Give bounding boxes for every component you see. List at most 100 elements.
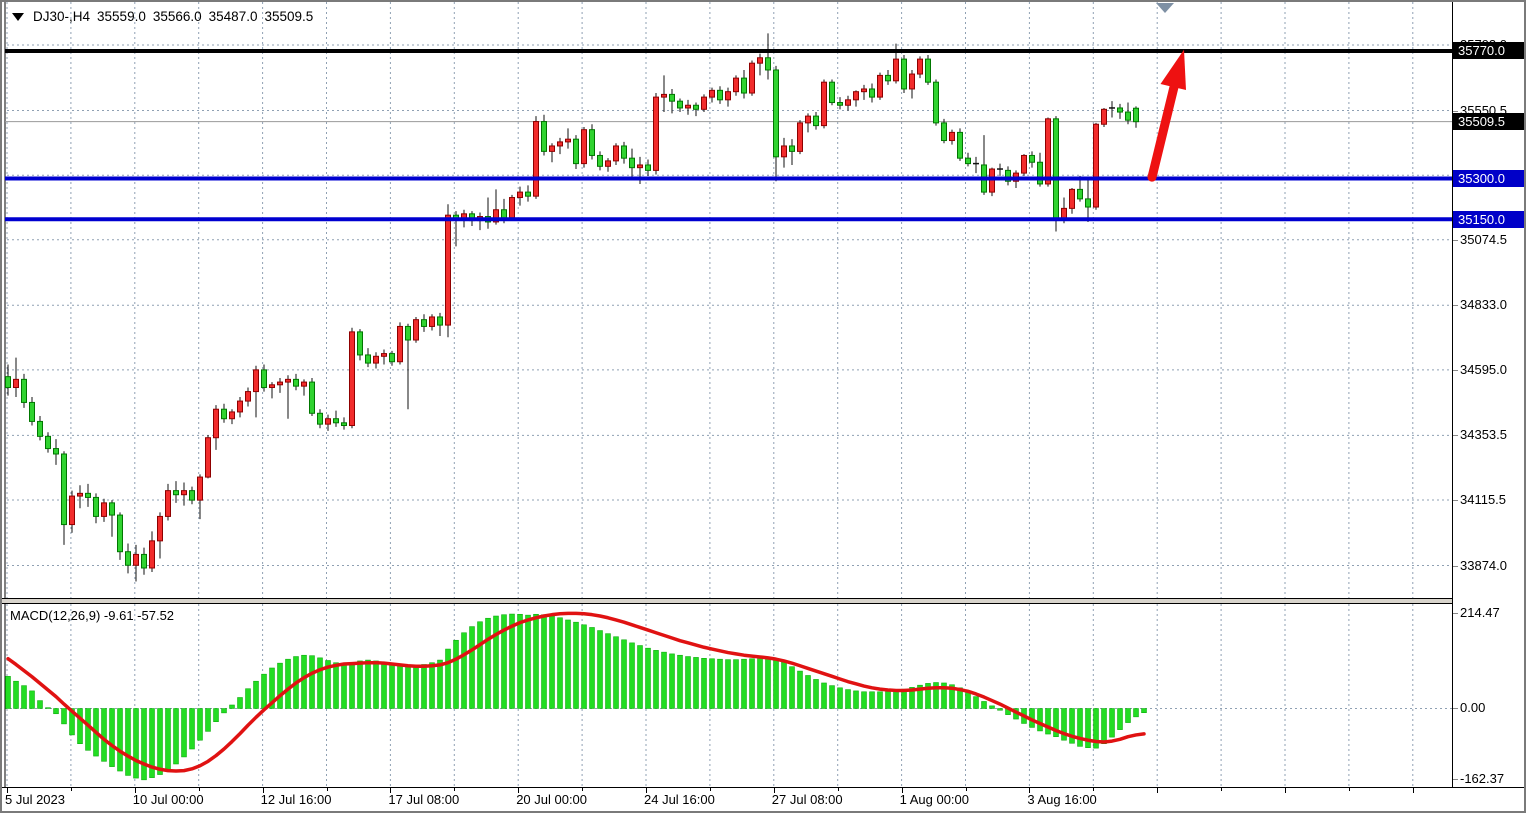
time-axis-label: 5 Jul 2023: [5, 792, 65, 807]
macd-tick-label: -162.37: [1460, 771, 1505, 787]
candle-body: [525, 191, 531, 197]
macd-histogram-bar: [517, 613, 523, 709]
candle-body: [1085, 198, 1091, 208]
candle-body: [533, 121, 539, 197]
macd-histogram-bar: [181, 708, 187, 758]
candle-body: [1069, 188, 1075, 209]
time-axis-tick: [901, 788, 903, 793]
candle-body: [325, 418, 331, 425]
macd-histogram-bar: [469, 626, 475, 709]
candle-body: [925, 58, 931, 83]
candle-body: [261, 369, 267, 389]
axis-tick: [1453, 110, 1458, 112]
macd-histogram-bar: [285, 658, 291, 709]
macd-histogram-bar: [685, 656, 691, 709]
candle-body: [397, 325, 403, 363]
macd-histogram-bar: [1061, 708, 1067, 741]
symbol-dropdown-icon[interactable]: [12, 12, 24, 21]
macd-histogram-bar: [309, 655, 315, 709]
candle-body: [789, 145, 795, 152]
chart-shift-marker-icon[interactable]: [1156, 3, 1174, 13]
macd-histogram-bar: [157, 708, 163, 775]
candle-body: [37, 420, 43, 437]
macd-histogram-bar: [453, 639, 459, 709]
macd-histogram-bar: [1101, 708, 1107, 744]
candle-body: [957, 131, 963, 159]
macd-indicator-pane[interactable]: MACD(12,26,9) -9.61 -57.52: [2, 603, 1452, 787]
macd-histogram-bar: [757, 658, 763, 709]
macd-histogram-bar: [117, 708, 123, 772]
macd-histogram-bar: [549, 615, 555, 709]
price-axis[interactable]: 35792.035550.535074.534833.034595.034353…: [1452, 2, 1524, 787]
candle-body: [381, 353, 387, 357]
candle-body: [53, 448, 59, 455]
candle-body: [365, 354, 371, 364]
price-tick-label: 34353.5: [1460, 427, 1507, 443]
time-axis[interactable]: 5 Jul 2023 10 Jul 00:00 12 Jul 16:00 17 Jul…: [2, 787, 1524, 811]
candle-body: [717, 89, 723, 101]
candle-body: [373, 355, 379, 364]
pane-splitter[interactable]: [2, 599, 1452, 603]
quote-close: 35509.5: [264, 9, 314, 24]
candle-body: [141, 553, 147, 569]
macd-histogram-bar: [773, 658, 779, 709]
macd-histogram-bar: [605, 633, 611, 709]
candle-body: [29, 401, 35, 422]
candle-body: [845, 99, 851, 106]
candle-body: [805, 115, 811, 124]
level-price-badge: 35770.0: [1453, 42, 1524, 60]
macd-histogram-bar: [885, 691, 891, 709]
candle-body: [437, 316, 443, 326]
macd-histogram-bar: [101, 708, 107, 762]
candle-body: [749, 62, 755, 94]
macd-histogram-bar: [557, 617, 563, 709]
macd-histogram-bar: [373, 660, 379, 709]
macd-histogram-bar: [749, 658, 755, 709]
candle-body: [13, 378, 19, 389]
candle-body: [189, 490, 195, 501]
trend-arrow-head: [1160, 49, 1186, 90]
candle-body: [597, 154, 603, 167]
macd-histogram-bar: [853, 690, 859, 709]
candle-body: [573, 138, 579, 165]
macd-histogram-bar: [677, 654, 683, 709]
macd-histogram-bar: [821, 682, 827, 709]
candle-body: [1053, 118, 1059, 220]
candle-body: [885, 74, 891, 82]
macd-histogram-bar: [109, 708, 115, 767]
candle-body: [197, 476, 203, 501]
macd-tick-label: 0.00: [1460, 699, 1486, 715]
candle-body: [501, 209, 507, 219]
price-tick-label: 34833.0: [1460, 297, 1507, 313]
price-tick-label: 34595.0: [1460, 361, 1507, 377]
macd-histogram-bar: [533, 613, 539, 709]
time-axis-tick: [1285, 788, 1286, 793]
time-axis-tick: [773, 788, 775, 793]
candle-body: [165, 490, 171, 517]
time-axis-label: 12 Jul 16:00: [260, 792, 332, 807]
time-axis-tick: [709, 788, 711, 791]
candle-body: [621, 145, 627, 159]
candle-body: [861, 88, 867, 93]
candle-body: [133, 553, 139, 566]
time-axis-tick: [390, 788, 392, 793]
macd-histogram-bar: [429, 662, 435, 709]
time-axis-label: 20 Jul 00:00: [516, 792, 588, 807]
macd-histogram-bar: [125, 708, 131, 776]
time-axis-tick: [837, 788, 839, 791]
macd-histogram-bar: [1109, 708, 1115, 738]
macd-histogram-bar: [909, 687, 915, 709]
time-axis-label: 1 Aug 00:00: [899, 792, 969, 807]
macd-histogram-bar: [493, 615, 499, 709]
macd-histogram-bar: [397, 665, 403, 709]
candle-body: [837, 102, 843, 106]
candle-body: [181, 490, 187, 496]
time-axis-label: 24 Jul 16:00: [644, 792, 715, 807]
axis-tick: [1453, 565, 1458, 567]
time-axis-tick: [198, 788, 200, 791]
macd-histogram-bar: [1085, 708, 1091, 748]
candle-body: [253, 369, 259, 393]
candle-body: [117, 514, 123, 553]
macd-histogram-bar: [445, 648, 451, 709]
price-chart-pane[interactable]: DJ30-,H4 35559.0 35566.0 35487.0 35509.5: [2, 2, 1452, 599]
